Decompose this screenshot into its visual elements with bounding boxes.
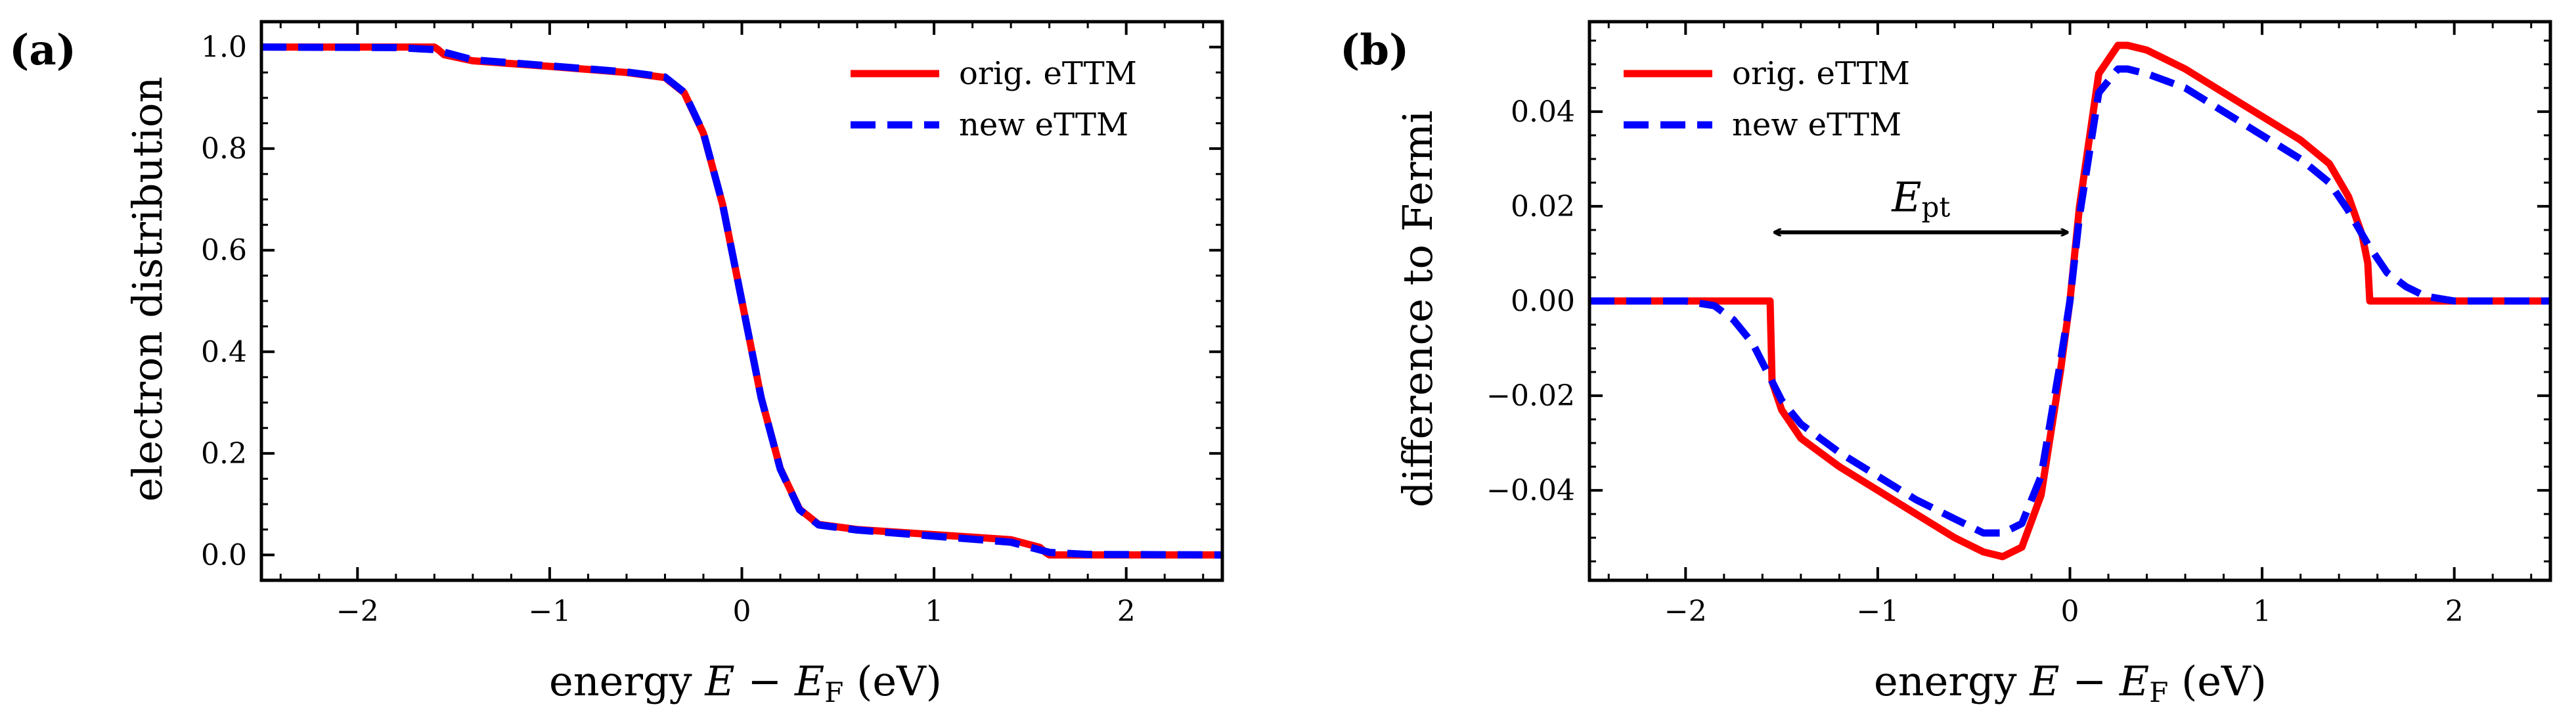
y-tick-label: 0.2: [201, 437, 247, 471]
y-tick-label: 0.6: [201, 234, 247, 267]
panel-b-ylabel: difference to Fermi: [1394, 110, 1442, 507]
panel-a-label: (a): [9, 26, 76, 75]
series-line-orig-ettm: [1589, 41, 2550, 561]
panel-a: (a) electron distribution energy E − EF …: [9, 20, 1224, 708]
y-tick-label: 1.0: [201, 31, 247, 64]
y-tick-label: 0.8: [201, 132, 247, 166]
x-tick-label: 1: [2253, 595, 2271, 628]
panel-a-ylabel: electron distribution: [123, 77, 171, 502]
x-tick-label: 0: [2061, 595, 2079, 628]
legend-label-new: new eTTM: [1732, 106, 1901, 143]
panel-b-ticks: −2 −1 0 1 2 −0.04 −0.02 0.00 0.02 0.04: [1486, 22, 2550, 628]
panel-a-legend: orig. eTTM new eTTM: [851, 55, 1137, 143]
panel-b-legend: orig. eTTM new eTTM: [1624, 55, 1910, 143]
y-tick-label: 0.4: [201, 335, 247, 369]
panel-b: (b) difference to Fermi energy E − EF (e…: [1340, 20, 2552, 708]
ept-label: Ept: [1891, 173, 1950, 223]
panel-b-plot-frame: [1588, 20, 2552, 582]
y-tick-label: 0.04: [1511, 95, 1575, 129]
y-tick-label: 0.02: [1511, 190, 1575, 223]
x-tick-label: 0: [733, 595, 751, 628]
panel-a-xlabel: energy E − EF (eV): [549, 657, 942, 708]
panel-a-plot-frame: [259, 20, 1224, 582]
x-tick-label: 2: [1117, 595, 1136, 628]
x-tick-label: −1: [1856, 595, 1899, 628]
panel-a-series: [261, 43, 1223, 559]
series-line-new-ettm: [261, 43, 1223, 559]
panel-b-xlabel: energy E − EF (eV): [1874, 657, 2267, 708]
panel-b-label: (b): [1340, 26, 1409, 75]
x-tick-label: −2: [1664, 595, 1707, 628]
legend-label-orig: orig. eTTM: [959, 55, 1137, 92]
y-tick-label: −0.02: [1486, 379, 1575, 413]
legend-label-new: new eTTM: [959, 106, 1128, 143]
y-tick-label: 0.0: [201, 538, 247, 572]
y-tick-label: 0.00: [1511, 285, 1575, 318]
legend-label-orig: orig. eTTM: [1732, 55, 1910, 92]
x-tick-label: 2: [2445, 595, 2464, 628]
y-tick-label: −0.04: [1486, 474, 1575, 507]
panel-b-annotation: Ept: [1775, 173, 2068, 233]
x-tick-label: −2: [336, 595, 379, 628]
x-tick-label: 1: [925, 595, 943, 628]
x-tick-label: −1: [528, 595, 571, 628]
panel-a-ticks: −2 −1 0 1 2 0.0 0.2 0.4 0.6 0.8 1.0: [201, 20, 1222, 628]
panel-b-series: [1589, 41, 2550, 561]
